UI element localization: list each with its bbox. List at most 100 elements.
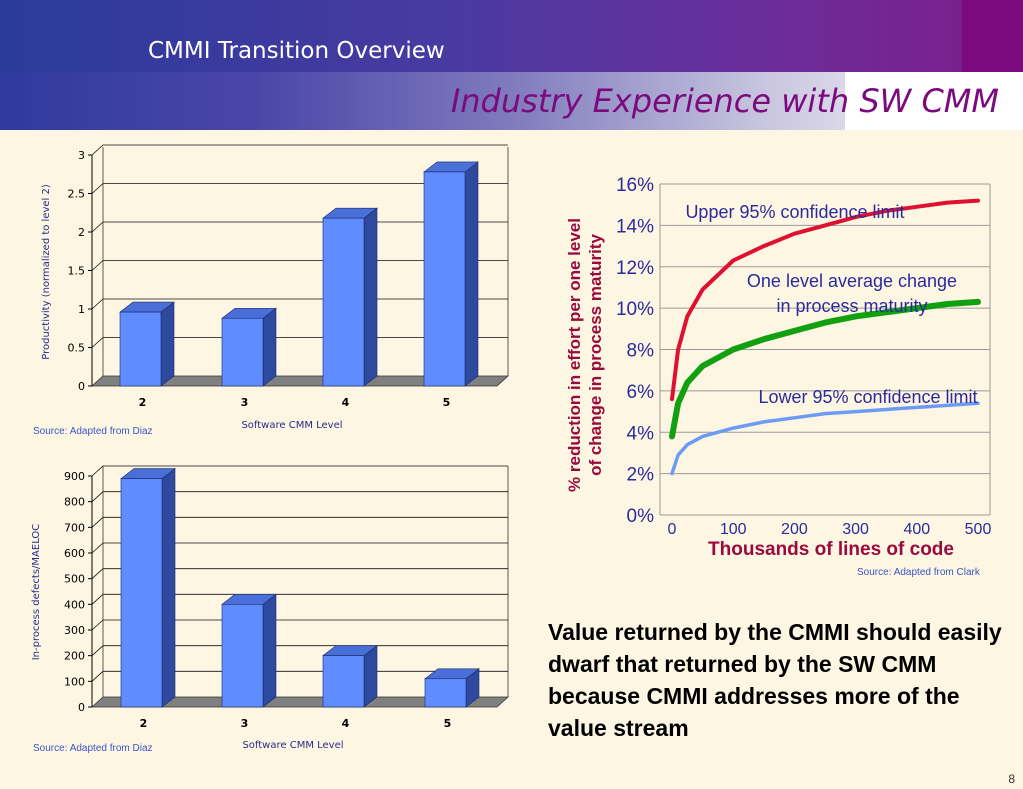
grid-line [91, 465, 508, 477]
grid-line [91, 298, 508, 310]
y-tick-label: 12% [616, 258, 654, 279]
y-tick-label: 16% [616, 175, 654, 196]
y-axis-label-line1: % reduction in effort per one level [565, 218, 584, 492]
grid-line [91, 260, 508, 271]
x-tick-label: 4 [342, 396, 350, 409]
series-line-upper [670, 198, 980, 402]
y-tick-label: 900 [64, 470, 85, 483]
header-white-strip [845, 72, 1023, 130]
series-label-average-line2: in process maturity [776, 296, 927, 316]
series-line-average [669, 298, 981, 440]
y-tick-label: 2.5 [68, 188, 86, 201]
bar-side [262, 307, 277, 387]
source-note-productivity: Source: Adapted from Diaz [33, 426, 153, 437]
header-top-bar [0, 0, 1023, 72]
bar-top [322, 207, 378, 219]
y-tick-label: 10% [616, 299, 654, 320]
x-tick-label: 2 [140, 717, 148, 730]
bar-side [464, 161, 479, 387]
grid-line [91, 568, 508, 579]
y-tick-label: 2 [78, 226, 85, 239]
bar-side [363, 207, 378, 387]
y-tick-label: 600 [64, 547, 85, 560]
x-tick-label: 5 [444, 717, 452, 730]
y-tick-label: 0 [78, 701, 85, 714]
grid-line [91, 516, 508, 528]
bar-side [465, 668, 480, 708]
y-tick-label: 1 [78, 303, 85, 316]
y-tick-label: 500 [64, 573, 85, 586]
x-axis-label: Software CMM Level [241, 420, 342, 431]
grid-lines [91, 465, 508, 682]
grid-line [91, 619, 508, 631]
x-tick-label: 300 [842, 521, 869, 538]
grid-line [91, 337, 508, 348]
bar [221, 317, 264, 387]
bar [322, 217, 365, 387]
bar [120, 478, 163, 708]
y-tick-label: 200 [64, 650, 85, 663]
grid-lines [91, 144, 508, 348]
y-axis-label: Productivity (normalized to level 2) [41, 184, 52, 360]
floor [90, 696, 510, 708]
bar-top [322, 645, 378, 656]
bar [119, 311, 162, 387]
y-tick-label: 0% [627, 506, 655, 527]
series-label-upper: Upper 95% confidence limit [685, 202, 904, 222]
bar-top [221, 307, 277, 319]
x-tick-labels: 2 3 4 5 [139, 396, 451, 409]
bar-top [221, 594, 277, 605]
x-tick-label: 500 [965, 521, 992, 538]
bar-top [119, 301, 175, 313]
x-tick-label: 3 [241, 396, 249, 409]
grid-line [91, 491, 508, 502]
bar-top [120, 468, 176, 479]
y-tick-label: 14% [616, 216, 654, 237]
x-tick-label: 5 [443, 396, 451, 409]
x-tick-label: 2 [139, 396, 147, 409]
y-tick-label: 400 [64, 598, 85, 611]
x-tick-label: 0 [668, 521, 677, 538]
bar-side [262, 593, 277, 708]
y-tick-label: 1.5 [68, 265, 86, 278]
bar-side [160, 301, 175, 387]
y-tick-label: 800 [64, 496, 85, 509]
x-axis-label: Software CMM Level [242, 740, 343, 751]
bar [423, 171, 466, 387]
grid-line [91, 670, 508, 682]
bar [322, 655, 365, 708]
grid-line [91, 144, 508, 156]
grid-line [91, 593, 508, 605]
x-tick-label: 3 [241, 717, 249, 730]
page-number: 8 [1008, 772, 1015, 786]
y-tick-label: 4% [627, 423, 655, 444]
x-tick-label: 200 [781, 521, 808, 538]
x-tick-label: 400 [903, 521, 930, 538]
series-label-average-line1: One level average change [747, 271, 957, 291]
bars [120, 467, 480, 708]
x-tick-label: 4 [342, 717, 350, 730]
grid-line [91, 542, 508, 554]
y-axis-label-line2: of change in process maturity [586, 234, 605, 476]
section-title: CMMI Transition Overview [148, 38, 445, 64]
series-label-lower: Lower 95% confidence limit [758, 387, 977, 407]
x-tick-labels: 2 3 4 5 [140, 717, 452, 730]
x-axis-label: Thousands of lines of code [708, 539, 954, 560]
x-tick-label: 100 [720, 521, 747, 538]
y-tick-label: 6% [627, 382, 655, 403]
bar-side [161, 467, 176, 708]
bar-top [423, 161, 479, 173]
y-tick-label: 3 [78, 149, 85, 162]
slide-title: Industry Experience with SW CMM [450, 82, 999, 120]
y-tick-labels: 0 0.5 1 1.5 2 2.5 3 [68, 149, 92, 393]
grid-line [91, 221, 508, 233]
bar [221, 604, 264, 708]
header-accent-block [962, 0, 1023, 72]
series-line-lower [670, 401, 980, 476]
x-tick-labels: 0 100 200 300 400 500 [668, 521, 992, 538]
bar [424, 678, 467, 708]
y-tick-label: 100 [64, 675, 85, 688]
series-lines [669, 198, 981, 476]
grid-lines [660, 183, 990, 516]
y-tick-label: 0 [78, 380, 85, 393]
